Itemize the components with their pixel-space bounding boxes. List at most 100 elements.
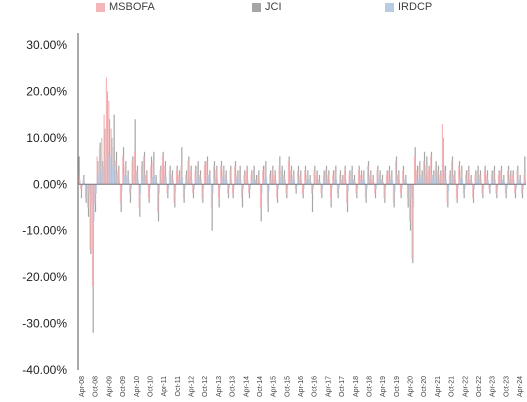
bar-irdcp [485,179,487,185]
bar-jci [374,184,377,199]
bar-jci [258,170,260,185]
bar-msbofa [192,184,194,194]
bar-irdcp [226,179,228,185]
bar-msbofa [80,184,82,189]
bar-msbofa [220,165,222,185]
bar-msbofa [154,179,157,185]
bar-msbofa [481,184,483,194]
bar-irdcp [314,179,317,185]
bar-irdcp [380,179,382,185]
bar-msbofa [406,184,409,199]
bar-irdcp [174,184,177,192]
bar-irdcp [97,175,100,185]
bar-jci [267,184,269,213]
bar-msbofa [329,184,332,199]
bar-jci [204,161,206,185]
bar-irdcp [195,179,198,185]
bar-jci [176,165,178,185]
bar-jci [409,184,412,231]
bar-msbofa [269,175,271,185]
bar-irdcp [475,179,478,185]
bar-jci [486,170,489,185]
bar-msbofa [369,175,371,185]
bar-jci [181,147,183,185]
bar-irdcp [277,184,279,189]
bar-jci [141,161,143,185]
bar-jci [162,151,164,185]
bar-msbofa [185,175,187,185]
bar-msbofa [453,175,455,185]
bar-irdcp [149,184,151,189]
bar-msbofa [285,184,287,194]
x-tick-label: Oct-14 [257,376,264,397]
bar-irdcp [328,179,331,185]
bar-msbofa [208,175,210,185]
bar-msbofa [420,175,423,185]
bar-jci [213,161,216,185]
bar-msbofa [514,184,516,194]
bar-jci [188,156,190,185]
bar-irdcp [100,170,102,185]
bar-irdcp [487,179,489,185]
bar-msbofa [94,184,96,203]
bars-layer [77,77,527,333]
legend-label-msbofa: MSBOFA [109,1,155,13]
bar-msbofa [411,184,413,259]
bar-msbofa [451,161,453,185]
bar-irdcp [151,177,153,185]
bar-jci [192,184,195,199]
bar-irdcp [335,179,338,185]
bar-jci [283,170,286,185]
bar-jci [160,165,162,185]
bar-jci [423,151,426,185]
bar-msbofa [402,170,404,185]
x-tick-label: Apr-20 [408,376,415,397]
bar-msbofa [418,165,420,185]
bar-irdcp [499,179,501,185]
bar-msbofa [161,156,164,185]
chart-legend: MSBOFA JCI IRDCP [0,0,527,16]
bar-irdcp [347,184,349,192]
bar-jci [276,184,279,203]
bar-jci [300,170,302,185]
bar-jci [493,165,496,185]
bar-msbofa [441,123,444,185]
bar-msbofa [367,165,369,185]
bar-jci [468,165,470,185]
bar-irdcp [438,179,440,185]
bar-irdcp [251,179,254,185]
bar-jci [332,170,335,185]
bar-msbofa [178,175,180,185]
bar-jci [251,170,253,185]
bar-msbofa [430,156,432,185]
bar-irdcp [366,184,368,189]
bar-irdcp [130,184,132,189]
bar-jci [363,170,365,185]
bar-jci [426,156,428,185]
legend-item-irdcp: IRDCP [385,1,432,13]
x-tick-label: Apr-15 [271,376,278,397]
bar-msbofa [255,179,257,185]
bar-irdcp [436,177,438,185]
bar-msbofa [343,170,346,185]
bar-jci [78,156,80,185]
bar-irdcp [104,161,107,185]
bar-jci [164,161,167,185]
bar-irdcp [382,181,384,185]
bar-irdcp [153,175,156,185]
bar-irdcp [125,177,128,185]
bar-irdcp [459,177,461,185]
bar-jci [346,184,349,213]
bar-msbofa [362,175,364,185]
bar-jci [111,137,113,185]
bar-jci [360,170,363,185]
bar-msbofa [140,165,143,185]
bar-msbofa [322,175,325,185]
bar-irdcp [417,179,419,185]
bar-msbofa [432,175,434,185]
x-tick-label: Apr-12 [189,376,196,397]
bar-jci [500,165,503,185]
bar-jci [461,165,463,185]
bar-irdcp [249,184,251,189]
bar-msbofa [381,179,383,185]
